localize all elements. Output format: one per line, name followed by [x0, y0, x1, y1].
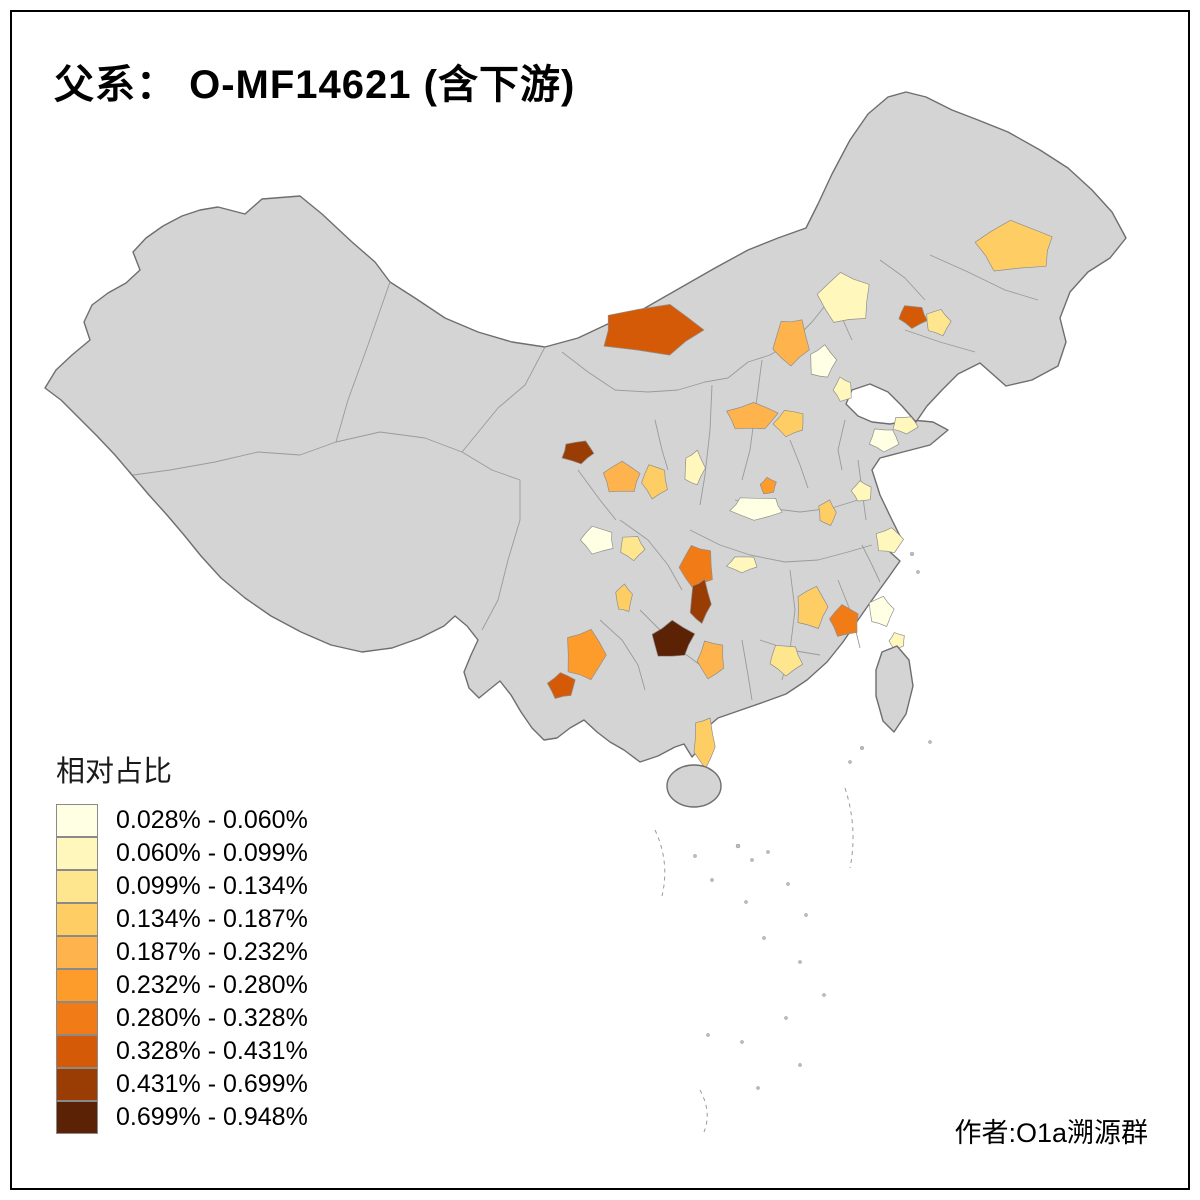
choropleth-region	[892, 416, 919, 435]
choropleth-region	[561, 440, 595, 465]
highlighted-regions	[547, 219, 1053, 770]
choropleth-region	[602, 460, 641, 493]
legend-swatch	[56, 1067, 98, 1101]
attribution: 作者:O1a溯源群	[954, 1118, 1148, 1148]
legend-bin-label: 0.134% - 0.187%	[116, 905, 308, 933]
legend-bin-label: 0.431% - 0.699%	[116, 1070, 308, 1098]
choropleth-region	[868, 595, 895, 627]
choropleth-region	[729, 497, 783, 521]
legend-bin-label: 0.280% - 0.328%	[116, 1004, 308, 1032]
choropleth-region	[567, 628, 607, 681]
choropleth-region	[797, 585, 829, 629]
legend-row: 0.060% - 0.099%	[56, 836, 308, 870]
legend-swatch	[56, 902, 98, 936]
legend-swatch	[56, 803, 98, 837]
map-title: 父系： O-MF14621 (含下游)	[54, 63, 576, 107]
legend-swatch	[56, 935, 98, 969]
choropleth-region	[772, 410, 804, 438]
legend-rows: 0.028% - 0.060% 0.060% - 0.099% 0.099% - 0…	[56, 803, 308, 1134]
choropleth-region	[651, 619, 696, 657]
legend-swatch	[56, 968, 98, 1002]
legend-bin-label: 0.028% - 0.060%	[116, 806, 308, 834]
china-outline	[44, 91, 1127, 763]
legend-bin-label: 0.699% - 0.948%	[116, 1103, 308, 1131]
choropleth-region	[726, 402, 779, 430]
legend-row: 0.099% - 0.134%	[56, 869, 308, 903]
choropleth-region	[769, 644, 804, 677]
legend: 相对占比 0.028% - 0.060% 0.060% - 0.099% 0.099…	[56, 748, 308, 1134]
choropleth-region	[547, 672, 576, 699]
legend-row: 0.187% - 0.232%	[56, 935, 308, 969]
legend-swatch	[56, 869, 98, 903]
legend-bin-label: 0.328% - 0.431%	[116, 1037, 308, 1065]
legend-title: 相对占比	[56, 756, 173, 788]
choropleth-region	[772, 319, 810, 367]
legend-bin-label: 0.232% - 0.280%	[116, 971, 308, 999]
legend-swatch	[56, 836, 98, 870]
choropleth-region	[888, 632, 905, 650]
choropleth-region	[850, 480, 872, 502]
legend-bin-label: 0.060% - 0.099%	[116, 839, 308, 867]
legend-row: 0.134% - 0.187%	[56, 902, 308, 936]
choropleth-region	[974, 219, 1053, 272]
choropleth-region	[829, 604, 859, 637]
choropleth-region	[875, 527, 904, 554]
legend-swatch	[56, 1034, 98, 1068]
south-china-sea-islets	[654, 552, 932, 1133]
choropleth-region	[898, 305, 928, 329]
choropleth-region	[620, 536, 646, 561]
choropleth-region	[818, 499, 837, 526]
choropleth-region	[684, 449, 706, 486]
choropleth-region	[832, 376, 852, 402]
choropleth-region	[759, 476, 777, 495]
choropleth-region	[816, 272, 870, 323]
legend-row: 0.028% - 0.060%	[56, 803, 308, 837]
choropleth-region	[693, 717, 716, 770]
legend-swatch	[56, 1001, 98, 1035]
legend-row: 0.699% - 0.948%	[56, 1100, 308, 1134]
choropleth-region	[579, 525, 614, 555]
choropleth-region	[726, 556, 758, 574]
legend-row: 0.328% - 0.431%	[56, 1034, 308, 1068]
choropleth-region	[926, 309, 952, 337]
taiwan-island	[875, 645, 914, 733]
legend-swatch	[56, 1100, 98, 1134]
hainan-island	[666, 764, 722, 808]
choropleth-region	[696, 640, 725, 680]
legend-bin-label: 0.187% - 0.232%	[116, 938, 308, 966]
legend-row: 0.232% - 0.280%	[56, 968, 308, 1002]
choropleth-region	[615, 583, 633, 612]
legend-row: 0.280% - 0.328%	[56, 1001, 308, 1035]
choropleth-region	[810, 344, 838, 378]
legend-bin-label: 0.099% - 0.134%	[116, 872, 308, 900]
legend-row: 0.431% - 0.699%	[56, 1067, 308, 1101]
choropleth-region	[868, 428, 900, 453]
choropleth-region	[689, 578, 712, 624]
choropleth-region	[603, 304, 705, 356]
choropleth-region	[641, 464, 668, 500]
